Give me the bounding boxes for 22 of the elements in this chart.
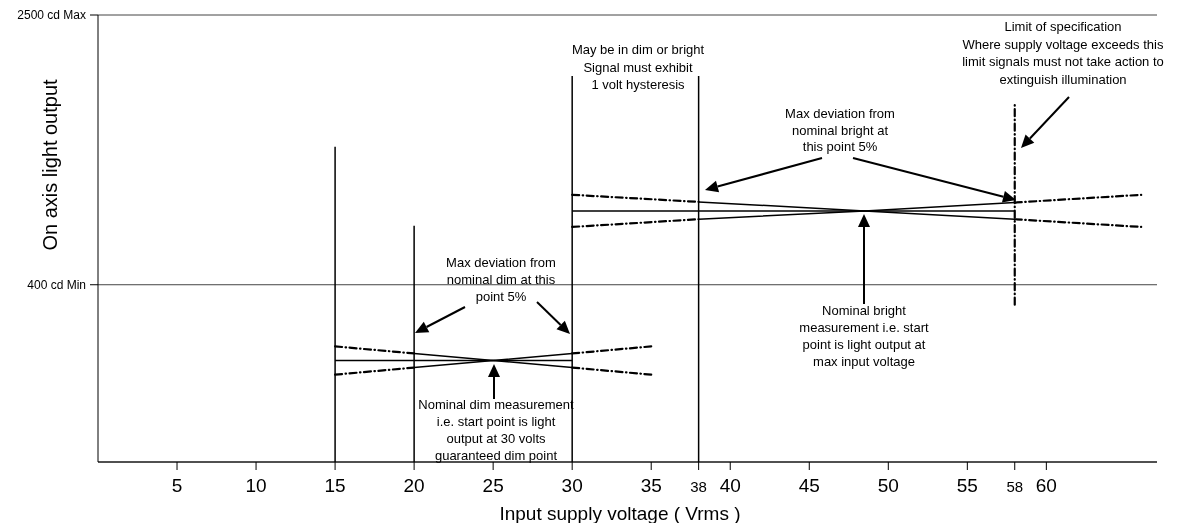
x-tick-label: 15 [324,475,346,496]
x-tick-label: 5 [171,475,183,496]
x-tick-label: 10 [245,475,267,496]
x-tick-label: 20 [403,475,425,496]
x-tick-label: 25 [482,475,504,496]
annotation: Limit of specification Where supply voltage exceeds this limit signals must not take action to extinguish illumination [962,19,1164,87]
x-tick-label: 50 [877,475,899,496]
x-tick-label: 55 [956,475,978,496]
x-tick-label: 38 [690,478,707,495]
annotation: May be in dim or bright Signal must exhibit 1 volt hysteresis [571,42,705,92]
y-tick-label: 400 cd Min [27,277,86,292]
annotation: Max deviation from nominal bright at this point 5% [785,106,895,154]
annotation: Max deviation from nominal dim at this point 5% [446,255,556,304]
x-tick-label: 40 [719,475,741,496]
x-tick-label: 60 [1035,475,1057,496]
y-tick-label: 2500 cd Max [17,8,86,22]
x-tick-label: 58 [1006,478,1024,495]
annotation: Nominal bright measurement i.e. start point is light output at max input voltage [799,303,930,369]
y-axis-title: On axis light output [39,78,61,251]
x-tick-label: 35 [640,475,662,496]
x-tick-label: 30 [561,475,583,496]
x-tick-label: 45 [798,475,820,496]
